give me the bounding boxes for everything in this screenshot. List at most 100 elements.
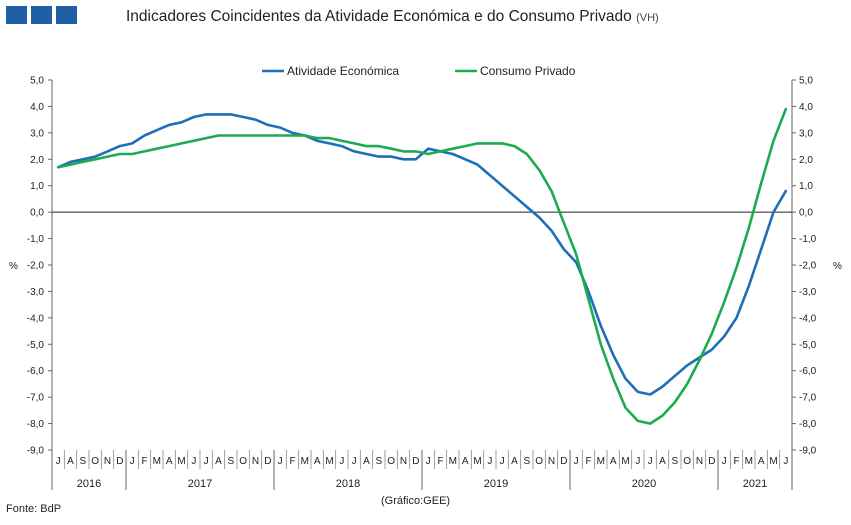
chart-subtitle: (VH) bbox=[636, 12, 659, 24]
month-tick-label: J bbox=[130, 456, 135, 467]
y-tick-label-right: -6,0 bbox=[799, 366, 817, 377]
logo-block-3 bbox=[56, 6, 77, 24]
y-tick-label-right: -1,0 bbox=[799, 234, 817, 245]
month-tick-label: A bbox=[610, 456, 617, 467]
logo-block-1 bbox=[6, 6, 27, 24]
y-tick-label-left: -5,0 bbox=[27, 340, 45, 351]
month-tick-label: A bbox=[314, 456, 321, 467]
month-tick-label: O bbox=[683, 456, 691, 467]
y-tick-label-right: -9,0 bbox=[799, 446, 817, 457]
month-tick-label: S bbox=[375, 456, 382, 467]
month-tick-label: A bbox=[166, 456, 173, 467]
y-tick-label-right: 5,0 bbox=[799, 76, 813, 87]
series-line-1 bbox=[56, 107, 788, 425]
y-tick-label-right: -3,0 bbox=[799, 287, 817, 298]
y-tick-label-left: -7,0 bbox=[27, 393, 45, 404]
y-tick-label-left: 5,0 bbox=[30, 76, 44, 87]
series-line-0 bbox=[56, 113, 788, 396]
month-tick-label: F bbox=[289, 456, 295, 467]
y-tick-label-left: -8,0 bbox=[27, 419, 45, 430]
month-tick-label: M bbox=[153, 456, 161, 467]
year-label: 2021 bbox=[743, 478, 767, 490]
month-tick-label: S bbox=[227, 456, 234, 467]
year-label: 2017 bbox=[188, 478, 212, 490]
month-tick-label: O bbox=[239, 456, 247, 467]
y-tick-label-right: -8,0 bbox=[799, 419, 817, 430]
month-tick-label: N bbox=[548, 456, 555, 467]
month-tick-label: M bbox=[769, 456, 777, 467]
y-axis-label-right: % bbox=[833, 261, 842, 272]
y-tick-label-left: 2,0 bbox=[30, 155, 44, 166]
month-tick-label: J bbox=[487, 456, 492, 467]
y-tick-label-left: -1,0 bbox=[27, 234, 45, 245]
y-tick-label-right: -7,0 bbox=[799, 393, 817, 404]
month-tick-label: J bbox=[191, 456, 196, 467]
month-tick-label: F bbox=[585, 456, 591, 467]
month-tick-label: J bbox=[278, 456, 283, 467]
month-tick-label: N bbox=[252, 456, 259, 467]
y-tick-label-left: -3,0 bbox=[27, 287, 45, 298]
logo-block-2 bbox=[31, 6, 52, 24]
y-tick-label-right: -5,0 bbox=[799, 340, 817, 351]
y-tick-label-right: 1,0 bbox=[799, 181, 813, 192]
source-note: Fonte: BdP bbox=[6, 503, 62, 515]
month-tick-label: J bbox=[783, 456, 788, 467]
year-label: 2016 bbox=[77, 478, 101, 490]
month-tick-label: S bbox=[523, 456, 530, 467]
month-tick-label: J bbox=[426, 456, 431, 467]
y-tick-label-right: -2,0 bbox=[799, 261, 817, 272]
y-tick-label-left: 1,0 bbox=[30, 181, 44, 192]
y-tick-label-left: 0,0 bbox=[30, 208, 44, 219]
month-tick-label: J bbox=[574, 456, 579, 467]
month-tick-label: M bbox=[745, 456, 753, 467]
month-tick-label: D bbox=[708, 456, 715, 467]
y-axis-label-left: % bbox=[9, 261, 18, 272]
month-tick-label: A bbox=[659, 456, 666, 467]
month-tick-label: J bbox=[204, 456, 209, 467]
month-tick-label: D bbox=[560, 456, 567, 467]
y-tick-label-left: -9,0 bbox=[27, 446, 45, 457]
y-tick-label-left: 4,0 bbox=[30, 102, 44, 113]
month-tick-label: S bbox=[671, 456, 678, 467]
chart-title-block: Indicadores Coincidentes da Atividade Ec… bbox=[126, 8, 659, 26]
y-tick-label-right: 3,0 bbox=[799, 128, 813, 139]
month-tick-label: O bbox=[535, 456, 543, 467]
y-tick-label-left: 3,0 bbox=[30, 128, 44, 139]
month-tick-label: F bbox=[141, 456, 147, 467]
legend-label-1: Consumo Privado bbox=[480, 64, 576, 78]
month-tick-label: J bbox=[56, 456, 61, 467]
month-tick-label: M bbox=[177, 456, 185, 467]
year-label: 2019 bbox=[484, 478, 508, 490]
month-tick-label: O bbox=[387, 456, 395, 467]
month-tick-label: O bbox=[91, 456, 99, 467]
month-tick-label: A bbox=[462, 456, 469, 467]
month-tick-label: A bbox=[215, 456, 222, 467]
month-tick-label: J bbox=[648, 456, 653, 467]
y-tick-label-right: -4,0 bbox=[799, 313, 817, 324]
month-tick-label: N bbox=[400, 456, 407, 467]
y-tick-label-left: -2,0 bbox=[27, 261, 45, 272]
y-tick-label-left: -4,0 bbox=[27, 313, 45, 324]
chart-title: Indicadores Coincidentes da Atividade Ec… bbox=[126, 8, 632, 25]
month-tick-label: J bbox=[635, 456, 640, 467]
month-tick-label: J bbox=[339, 456, 344, 467]
month-tick-label: A bbox=[511, 456, 518, 467]
month-tick-label: N bbox=[104, 456, 111, 467]
month-tick-label: J bbox=[500, 456, 505, 467]
credit-note: (Gráfico:GEE) bbox=[381, 495, 451, 507]
month-tick-label: F bbox=[437, 456, 443, 467]
month-tick-label: M bbox=[473, 456, 481, 467]
month-tick-label: D bbox=[264, 456, 271, 467]
month-tick-label: M bbox=[325, 456, 333, 467]
month-tick-label: N bbox=[696, 456, 703, 467]
month-tick-label: M bbox=[449, 456, 457, 467]
year-label: 2018 bbox=[336, 478, 360, 490]
y-tick-label-right: 4,0 bbox=[799, 102, 813, 113]
month-tick-label: S bbox=[79, 456, 86, 467]
legend-label-0: Atividade Económica bbox=[287, 64, 399, 78]
month-tick-label: J bbox=[722, 456, 727, 467]
bdp-logo bbox=[6, 6, 77, 24]
month-tick-label: D bbox=[116, 456, 123, 467]
month-tick-label: J bbox=[352, 456, 357, 467]
